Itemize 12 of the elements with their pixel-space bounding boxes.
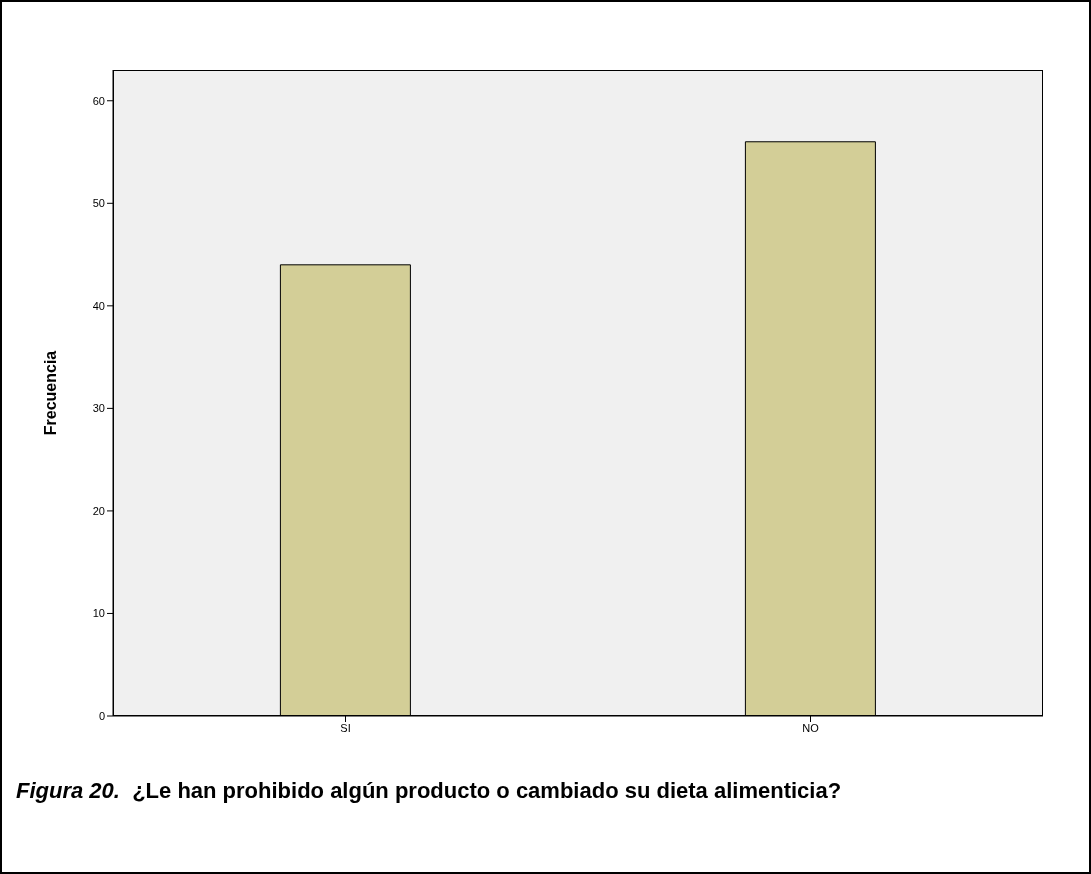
text: Figura 20. — [16, 778, 120, 803]
y-tick-label: 10 — [92, 607, 105, 620]
y-tick-label: 20 — [92, 504, 105, 517]
y-tick-label: 60 — [92, 94, 105, 107]
y-tick-label: 40 — [92, 299, 105, 312]
x-tick-label: NO — [802, 721, 820, 734]
y-tick-label: 30 — [92, 402, 105, 415]
y-tick-label: 50 — [92, 197, 105, 210]
y-axis-title: Frecuencia — [41, 350, 59, 436]
text: ¿Le han prohibido algún producto o cambiado su dieta alimenticia? — [132, 778, 842, 803]
x-tick-label: SI — [340, 721, 351, 734]
y-tick-label: 0 — [98, 709, 105, 722]
